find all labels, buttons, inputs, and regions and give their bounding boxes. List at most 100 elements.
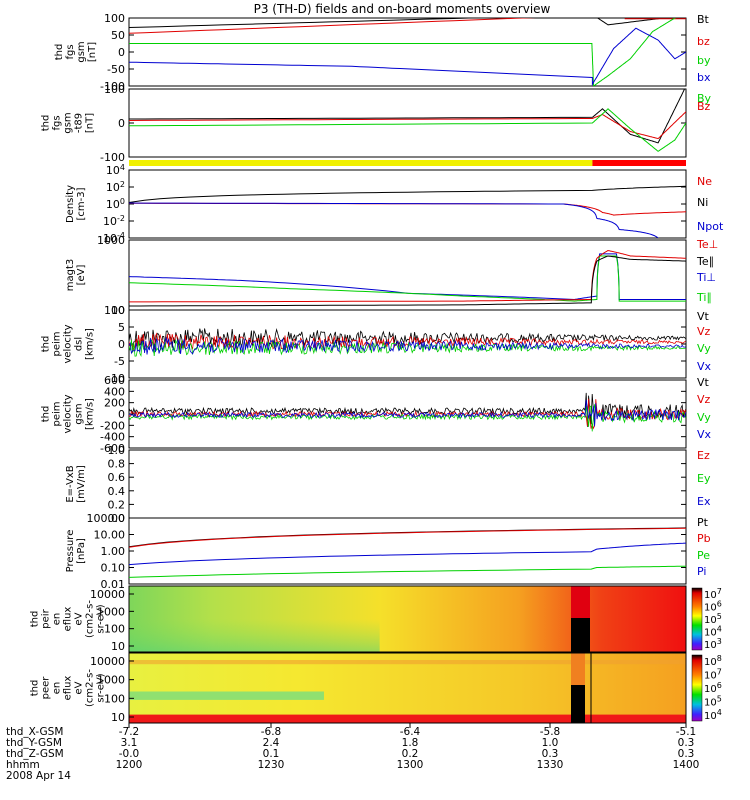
series-group <box>129 185 686 238</box>
series-Pb <box>129 527 686 548</box>
ytick-label: 0.4 <box>108 485 126 498</box>
series-group <box>129 89 686 152</box>
ytick-label: 400 <box>104 385 125 398</box>
series-Vx <box>129 399 686 427</box>
ylabel-p3: Density[cm-3] <box>65 185 87 223</box>
xaxis-value: 0.3 <box>678 748 695 760</box>
ytick-label: -10 <box>107 372 125 385</box>
ytick-label: 1.0 <box>108 444 126 457</box>
series-Te∥ <box>129 255 686 307</box>
ytick-label: -50 <box>107 63 125 76</box>
series-Pe <box>129 565 686 578</box>
legend-p5: Vt <box>697 310 710 323</box>
series-Vt <box>129 328 686 349</box>
series-By <box>129 108 686 152</box>
ytick-label: 1.00 <box>101 545 126 558</box>
legend-p1: by <box>697 54 711 67</box>
ytick-label: 10000 <box>90 588 125 601</box>
colorbar-label: 108 <box>704 654 722 668</box>
ytick-label: 10 <box>111 711 125 724</box>
xaxis-value: -0.0 <box>119 748 140 760</box>
ytick-label: 10000 <box>90 655 125 668</box>
legend-p7: Ex <box>697 495 711 508</box>
panel-p10: thdpeerenefluxeV(cm2-s-sr-eV)10000 1000 10… <box>30 652 722 724</box>
ytick-label: 0.0 <box>108 512 126 525</box>
legend-p8: Pt <box>697 516 709 529</box>
colorbar-label: 103 <box>704 637 722 651</box>
series-Bz <box>129 111 686 140</box>
legend-p8: Pe <box>697 549 710 562</box>
xaxis-value: 1200 <box>116 759 143 771</box>
spectrogram-p10 <box>129 653 686 723</box>
legend-p1: Bt <box>697 13 710 26</box>
ytick-label: 100 <box>106 197 125 211</box>
xaxis-value: 0.1 <box>263 748 280 760</box>
xaxis-value: 1.0 <box>542 737 559 749</box>
legend-p1: bx <box>697 71 711 84</box>
ytick-label: 104 <box>106 163 125 177</box>
series-group <box>129 392 686 432</box>
ytick-label: 0.2 <box>108 498 126 511</box>
panel-frame <box>128 309 687 379</box>
legend-p7: Ez <box>697 449 710 462</box>
xaxis-value: 1.8 <box>402 737 419 749</box>
ytick-label: 1000 <box>97 234 125 247</box>
series-group <box>129 328 686 357</box>
ytick-label: 10.00 <box>94 529 126 542</box>
xaxis-value: 0.2 <box>402 748 419 760</box>
xaxis-value: 1230 <box>258 759 285 771</box>
xaxis-value: 3.1 <box>121 737 138 749</box>
legend-p6: Vx <box>697 428 712 441</box>
colorbar-label: 104 <box>704 708 722 722</box>
legend-p3: Ni <box>697 196 708 209</box>
xaxis-value: 1330 <box>537 759 564 771</box>
panel-frame <box>128 652 687 724</box>
ytick-label: 0 <box>118 46 125 59</box>
ytick-label: 10 <box>111 304 125 317</box>
ytick-label: -600 <box>100 442 125 455</box>
figure-title: P3 (TH-D) fields and on-board moments ov… <box>254 2 551 16</box>
ytick-label: 100 <box>104 83 125 96</box>
panel-p1: thdfgsgsm[nT] 100 50 0 -50 -100 Bt bz by bx <box>54 12 711 93</box>
spectrogram-band <box>129 714 686 723</box>
xaxis-row-label: thd_Y-GSM <box>6 737 62 749</box>
series-group <box>129 18 686 86</box>
ytick-label: 0 <box>118 408 125 421</box>
xaxis-value: -6.8 <box>261 726 282 738</box>
ylabel-p9: thdpeirenefluxeV(cm2-s-sr-eV) <box>30 600 107 638</box>
legend-p7: Ey <box>697 472 711 485</box>
ytick-label: -200 <box>100 419 125 432</box>
ylabel-p6: thdpeimvelocitygsm[km/s] <box>41 394 96 433</box>
spectrogram-gap <box>571 685 585 723</box>
series-bz <box>129 18 536 34</box>
ytick-label: 5 <box>118 321 125 334</box>
ytick-label: 0 <box>118 117 125 130</box>
xaxis-row-label: hhmm <box>6 759 40 771</box>
series-Pi <box>129 542 686 566</box>
legend-p3: Ne <box>697 175 712 188</box>
panel-p4: magt3[eV] 1000 100 Te⊥ Te∥ Ti⊥ Ti∥ <box>65 234 718 317</box>
xaxis-row-label: thd_X-GSM <box>6 726 63 738</box>
panel-p5: thdpeimvelocitydsl[km/s] 10 5 0 -5 -10 Vt Vz Vy V… <box>41 304 712 385</box>
legend-p4: Te⊥ <box>696 238 718 251</box>
ytick-label: 10 <box>111 640 125 653</box>
panel-frame <box>128 88 687 158</box>
ytick-label: 0.10 <box>101 562 126 575</box>
xaxis-value: -5.1 <box>676 726 697 738</box>
ylabel-p1: thdfgsgsm[nT] <box>54 41 98 62</box>
ytick-label: 100 <box>104 12 125 25</box>
ytick-label: 100.00 <box>87 512 126 525</box>
series-group <box>129 249 686 307</box>
series-by <box>129 18 677 86</box>
legend-p8: Pi <box>697 565 706 578</box>
legend-p1: bz <box>697 35 710 48</box>
panel-frame <box>128 239 687 311</box>
ytick-label: 50 <box>111 29 125 42</box>
series-Npot <box>129 202 659 238</box>
series-Bt <box>596 18 667 26</box>
legend-p4: Ti⊥ <box>696 271 716 284</box>
status-bar-red <box>592 160 686 166</box>
series-Vx <box>129 336 686 355</box>
xaxis-value: -6.4 <box>400 726 421 738</box>
